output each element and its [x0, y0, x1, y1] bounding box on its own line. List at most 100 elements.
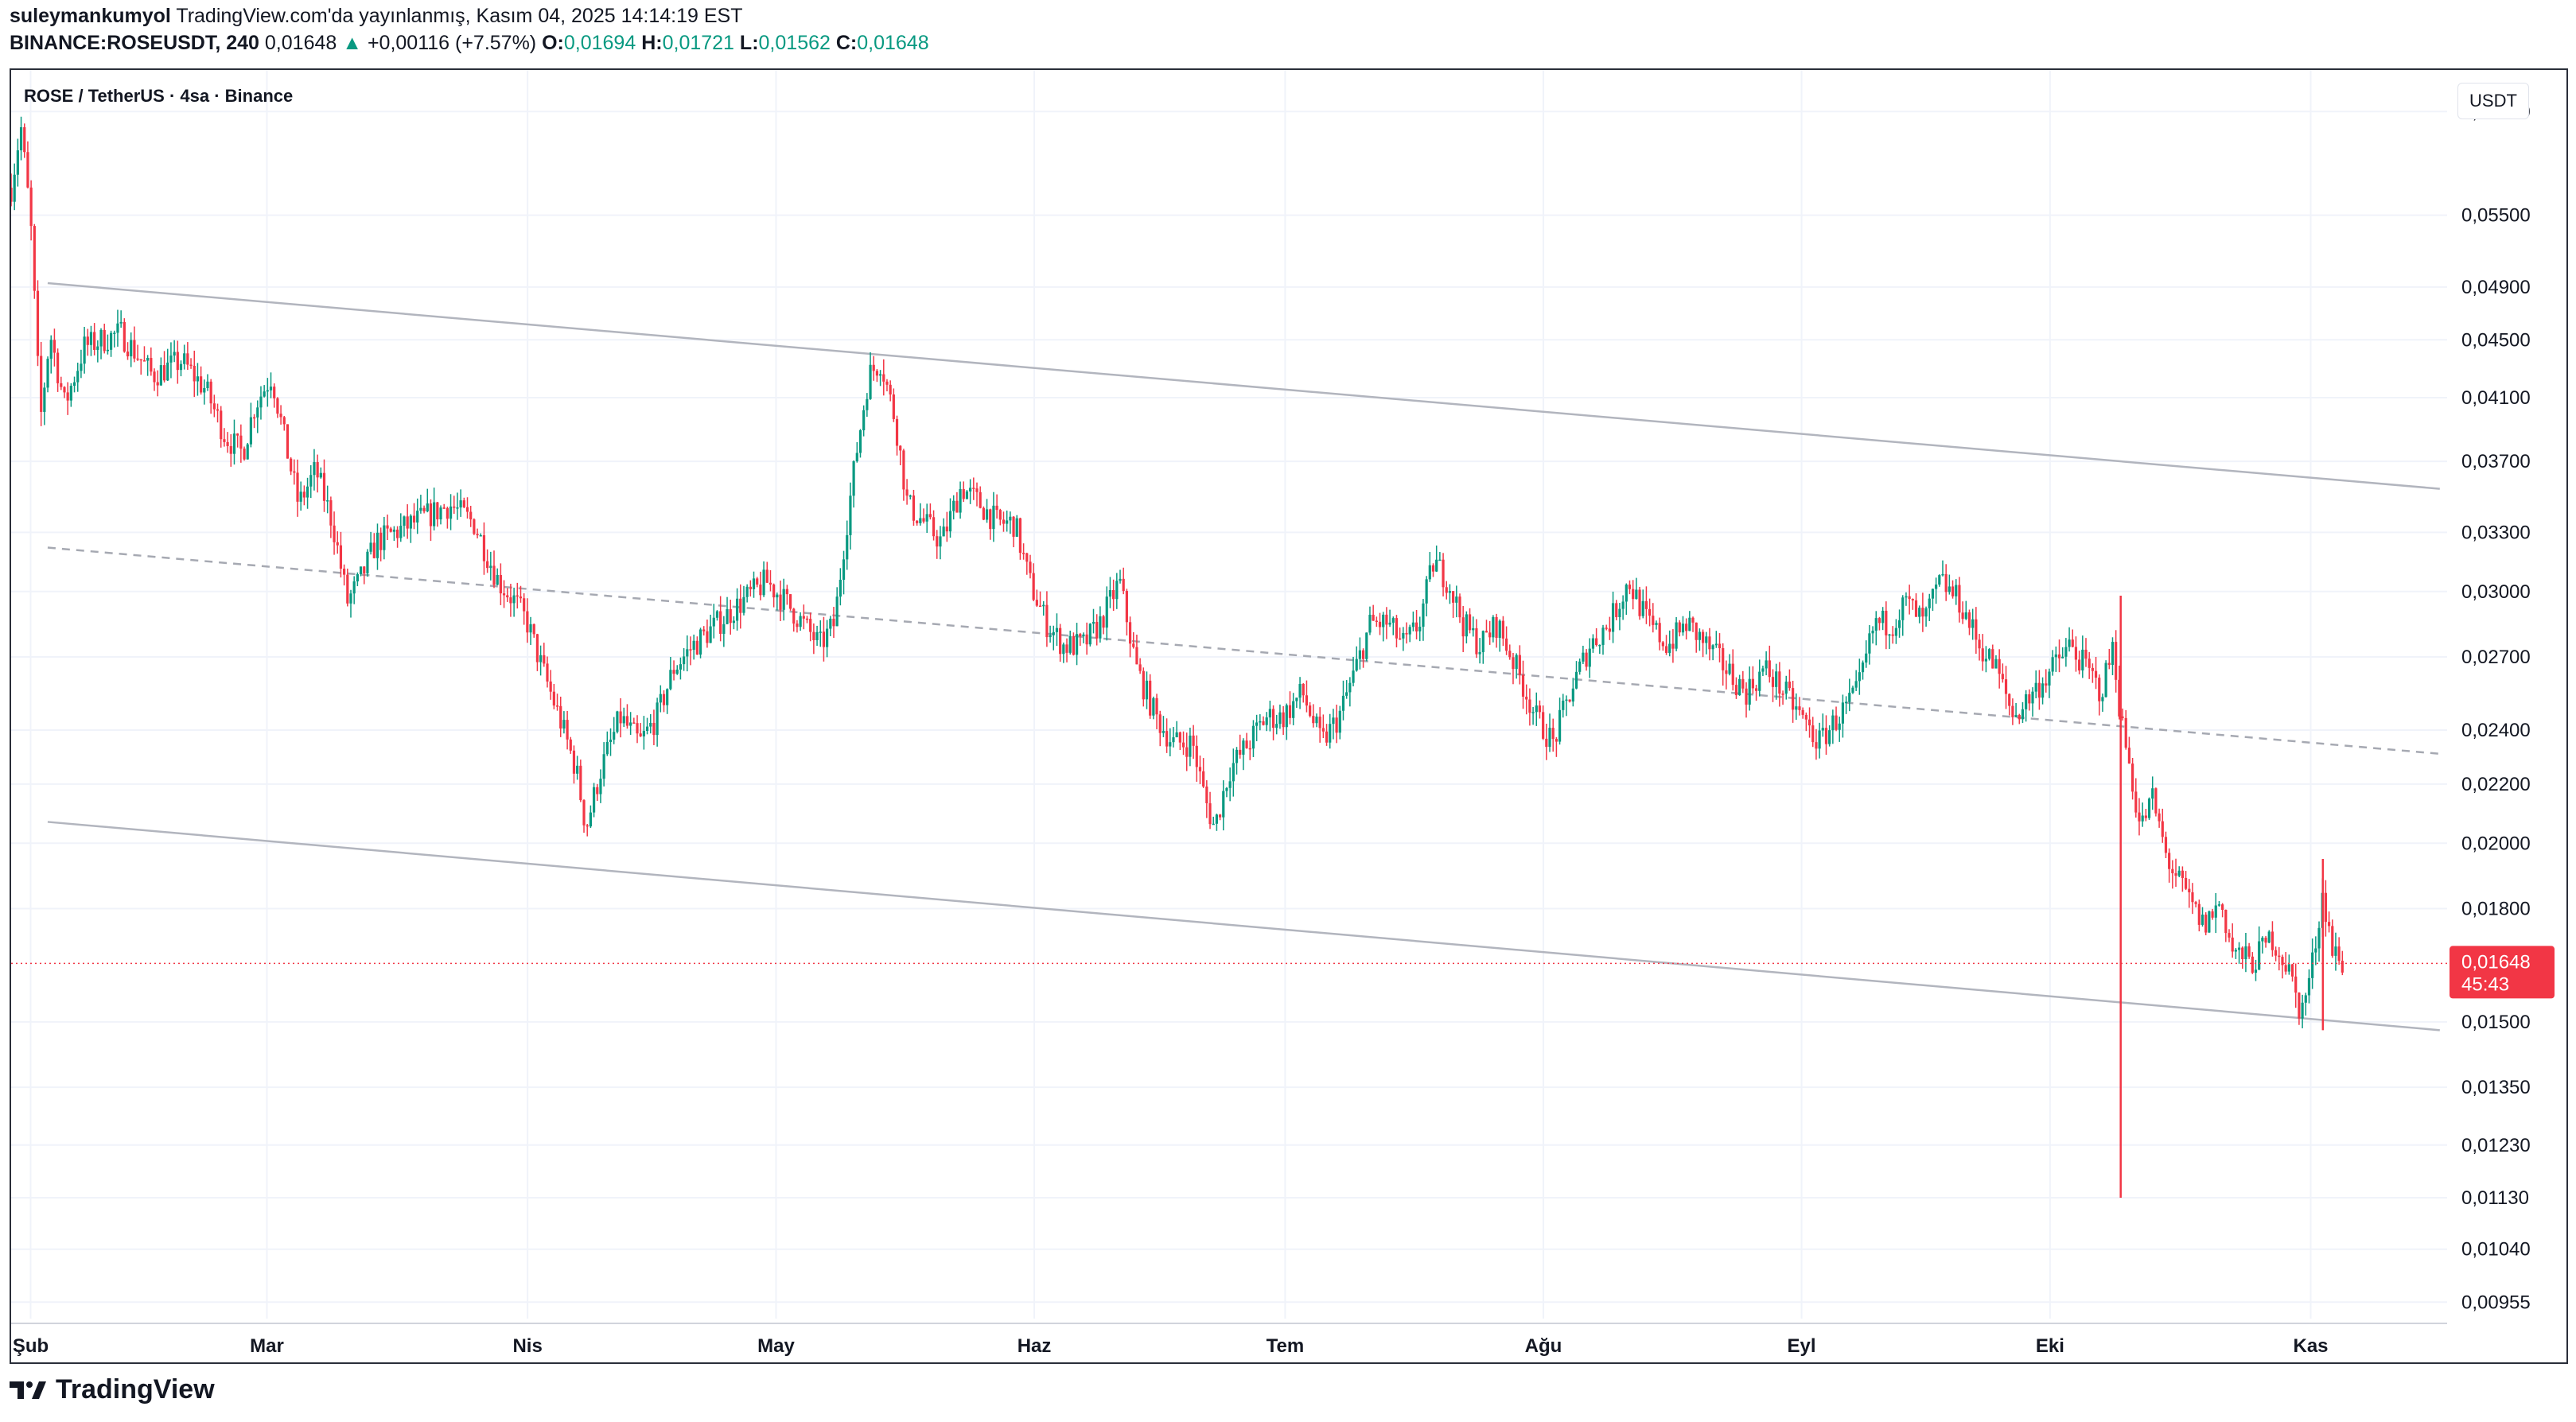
candle-body: [1924, 608, 1928, 617]
candle-body: [2107, 662, 2111, 666]
candle-body: [2174, 873, 2177, 876]
candle-body: [1125, 591, 1128, 623]
y-tick-label: 0,02400: [2461, 720, 2531, 741]
candle-body: [1948, 586, 1951, 592]
candle-body: [982, 507, 985, 520]
candle-body: [1914, 600, 1918, 617]
candle-body: [1065, 644, 1068, 653]
candle-body: [363, 566, 366, 573]
candle-body: [453, 506, 456, 508]
candle-body: [1461, 617, 1465, 637]
candle-body: [2237, 947, 2241, 950]
candle-body: [826, 628, 829, 647]
candle-body: [223, 439, 226, 442]
candle-body: [2048, 671, 2051, 686]
candle-body: [1122, 578, 1125, 592]
candle-body: [1901, 597, 1905, 620]
candle-body: [173, 352, 176, 356]
publish-header: suleymankumyol TradingView.com'da yayınl…: [10, 5, 742, 28]
candle-body: [792, 608, 796, 624]
candle-body: [1365, 632, 1368, 659]
candle-body: [2267, 931, 2271, 943]
candle-body: [1868, 633, 1871, 654]
candle-body: [2001, 674, 2004, 680]
candle-body: [1239, 749, 1242, 755]
candle-body: [186, 353, 189, 365]
channel-middle-line: [47, 546, 2440, 756]
candle-body: [266, 390, 269, 392]
candle-body: [1105, 596, 1108, 628]
candle-body: [2088, 659, 2091, 668]
candle-body: [1601, 627, 1605, 645]
candle-body: [809, 619, 812, 632]
candle-body: [1811, 725, 1815, 743]
candle-body: [442, 507, 446, 509]
candle-body: [892, 394, 895, 419]
candle-body: [742, 596, 745, 613]
candle-body: [2284, 965, 2287, 972]
candle-body: [1591, 638, 1595, 649]
candle-body: [419, 507, 422, 511]
candle-body: [2188, 888, 2191, 892]
candle-body: [842, 559, 846, 581]
candle-body: [1641, 600, 1644, 616]
y-tick-label: 0,01500: [2461, 1012, 2531, 1033]
candle-body: [882, 374, 885, 382]
candle-body: [1618, 608, 1621, 618]
candle-body: [869, 364, 872, 399]
candle-body: [1807, 719, 1811, 726]
candle-body: [1309, 705, 1312, 717]
candle-body: [622, 716, 625, 724]
candle-body: [249, 417, 253, 445]
high-label: H:: [641, 32, 663, 54]
currency-button[interactable]: USDT: [2457, 83, 2529, 119]
candle-body: [992, 505, 995, 530]
candle-body: [2234, 950, 2237, 952]
candle-body: [2141, 815, 2144, 822]
candle-body: [1958, 585, 1961, 613]
candle-body: [43, 387, 46, 412]
candle-body: [1242, 740, 1245, 755]
candle-body: [1198, 767, 1202, 771]
candle-body: [543, 655, 546, 664]
candle-body: [2231, 937, 2234, 952]
candle-body: [1149, 680, 1152, 716]
candle-body: [1498, 620, 1501, 638]
candle-body: [2208, 911, 2211, 933]
candle-body: [1108, 589, 1112, 597]
candle-body: [1745, 688, 1748, 705]
candle-body: [139, 359, 142, 361]
candle-body: [1142, 670, 1145, 700]
candle-body: [1385, 614, 1388, 625]
candle-body: [2337, 946, 2341, 962]
candle-body: [1778, 671, 1781, 694]
candle-body: [2028, 694, 2031, 704]
candle-body: [1418, 627, 1422, 631]
candle-body: [2197, 903, 2200, 925]
candle-body: [2171, 868, 2174, 874]
candle-body: [1711, 645, 1714, 650]
candle-body: [1068, 635, 1072, 653]
candle-body: [815, 631, 819, 640]
candle-body: [2131, 763, 2134, 792]
y-tick-label: 0,03300: [2461, 522, 2531, 543]
chart-legend: ROSE / TetherUS · 4sa · Binance: [24, 86, 294, 106]
candle-body: [1079, 634, 1082, 637]
candle-body: [752, 578, 756, 589]
candle-body: [2144, 815, 2147, 818]
candle-body: [2031, 691, 2034, 704]
candle-body: [686, 649, 689, 657]
candle-body: [1228, 781, 1232, 788]
candle-body: [1538, 705, 1542, 713]
candle-body: [1754, 688, 1758, 691]
candle-body: [2061, 656, 2064, 659]
candle-body: [56, 352, 60, 383]
author-name[interactable]: suleymankumyol: [10, 5, 171, 27]
candle-body: [462, 500, 465, 507]
candle-body: [629, 722, 632, 726]
candle-body: [2221, 904, 2224, 910]
price-tag-countdown: 45:43: [2461, 973, 2509, 995]
candle-body: [1002, 519, 1006, 524]
